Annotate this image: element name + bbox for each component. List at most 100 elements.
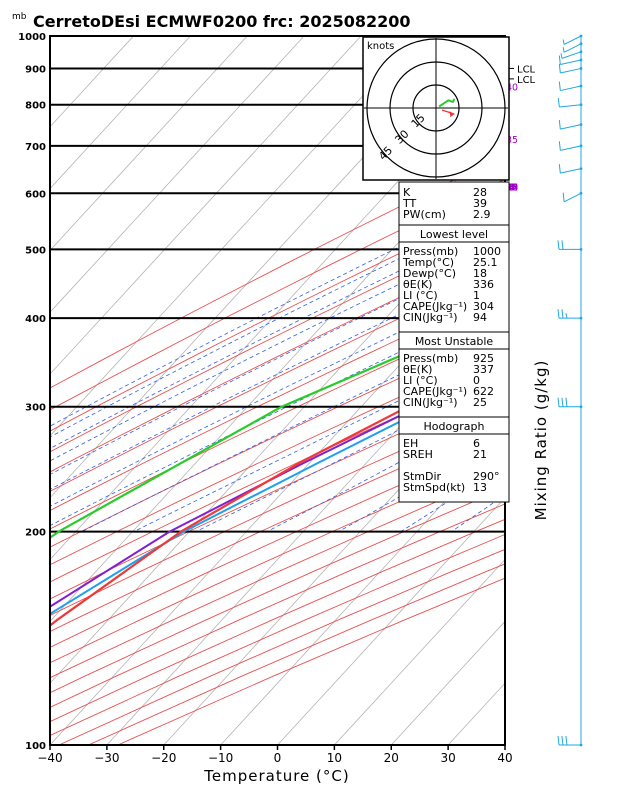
hodograph-trace: [438, 98, 456, 108]
dry-adiabat-line: [50, 329, 505, 548]
index-value: 1: [473, 289, 480, 302]
index-key: Temp(°C): [402, 256, 454, 269]
mixing-ratio-axis-label: Mixing Ratio (g/kg): [532, 360, 550, 521]
index-panel: [398, 181, 510, 226]
wind-barb-dot: [579, 103, 583, 107]
index-key: Press(mb): [403, 352, 458, 365]
index-key: K: [403, 186, 411, 199]
index-key: Dewp(°C): [403, 267, 456, 280]
moist-adiabat-line: [50, 300, 505, 527]
mixing-ratio-tick-label: 4: [509, 182, 515, 193]
mixing-ratio-tick-label: 3: [509, 182, 515, 193]
wind-barb-dot: [579, 42, 583, 46]
mixing-ratio-tick-label: 8: [509, 182, 515, 193]
index-value: 94: [473, 311, 487, 324]
index-value: 18: [473, 267, 487, 280]
index-value: 13: [473, 481, 487, 494]
wind-barb-dot: [579, 34, 583, 38]
pressure-tick-label: 900: [25, 64, 46, 75]
index-key: CAPE(Jkg⁻¹): [403, 385, 467, 398]
wind-barb-dot: [579, 144, 583, 148]
sounding-profiles: [50, 245, 505, 627]
wind-barb-feather: [562, 39, 565, 45]
index-value: 925: [473, 352, 494, 365]
lcl-label: LCL: [517, 75, 536, 86]
wind-barb: [562, 191, 583, 203]
mixing-ratio-tick-label: 14: [506, 182, 518, 193]
temperature-tick-label: 40: [497, 751, 512, 765]
isotherm-line: [50, 36, 362, 375]
wind-barb-dot: [579, 50, 583, 54]
pressure-tick-label: 300: [25, 403, 46, 414]
chart-title: CerretoDEsi ECMWF0200 frc: 2025082200: [33, 12, 411, 31]
index-key: CIN(Jkg⁻¹): [403, 311, 458, 324]
wind-barb-feather: [557, 309, 560, 319]
temperature-tick-label: 30: [440, 751, 455, 765]
isotherm-line: [50, 36, 419, 437]
wind-barb: [562, 42, 583, 53]
mixing-ratio-tick-label: 2: [509, 182, 515, 193]
index-value: 337: [473, 363, 494, 376]
wind-barb-dot: [579, 58, 583, 62]
wind-barb-dot: [579, 167, 583, 171]
index-value: 622: [473, 385, 494, 398]
index-value: 25: [473, 396, 487, 409]
wind-barb: [558, 55, 583, 66]
wind-barb-feather: [565, 735, 568, 746]
dry-adiabat-line: [50, 385, 505, 600]
wind-barb-shaft: [559, 104, 582, 108]
index-value: 21: [473, 448, 487, 461]
wind-barb-shaft: [560, 59, 582, 66]
mixing-ratio-tick-label: 25: [506, 182, 518, 193]
mixing-ratio-tick-label: 12: [506, 182, 518, 193]
pressure-tick-label: 200: [25, 528, 46, 539]
wind-barb-dot: [579, 405, 583, 409]
dry-adiabat-line: [50, 289, 505, 512]
wind-barb-dot: [579, 67, 583, 70]
temperature-tick-label: 20: [384, 751, 399, 765]
wind-barb: [557, 240, 583, 251]
wind-barb: [560, 50, 583, 59]
isotherm-line: [50, 36, 248, 252]
wind-barb-feather: [560, 53, 563, 59]
index-section-title: Hodograph: [424, 420, 485, 433]
wind-barb: [557, 735, 583, 747]
wind-barb-feather: [557, 97, 560, 108]
pressure-tick-label: 700: [25, 142, 46, 153]
index-key: EH: [403, 437, 418, 450]
isotherm-line: [334, 558, 505, 745]
index-key: CIN(Jkg⁻¹): [403, 396, 458, 409]
wind-barb: [557, 97, 583, 108]
wind-barb-dot: [579, 248, 583, 251]
temperature-tick-label: −20: [151, 751, 176, 765]
wind-barb-feather: [557, 735, 560, 746]
wind-barb-feather: [561, 397, 564, 407]
isotherm-line: [390, 620, 505, 745]
mixing-ratio-tick-label: 30: [506, 182, 518, 193]
isotherm-line: [50, 36, 191, 190]
lcl-label: LCL: [517, 64, 536, 75]
moist-adiabat-line: [50, 280, 505, 507]
index-section-title: Lowest level: [420, 228, 488, 241]
wind-barb-feather: [561, 240, 564, 250]
dry-adiabat-line: [50, 309, 505, 530]
temperature-tick-label: 10: [327, 751, 342, 765]
isotherm-line: [562, 36, 618, 745]
wind-barb-shaft: [563, 35, 582, 45]
index-value: 336: [473, 278, 494, 291]
dry-adiabat-line: [50, 348, 505, 566]
wind-barb-shaft: [563, 192, 582, 203]
index-key: StmDir: [403, 470, 442, 483]
wind-barb-dot: [579, 191, 583, 195]
wind-barb: [562, 34, 583, 45]
mixing-ratio-tick-label: 1: [509, 182, 515, 193]
wind-barb-shaft: [560, 145, 582, 151]
wind-barb-feather: [558, 141, 561, 151]
mixing-ratio-tick-label: 40: [506, 82, 518, 93]
wind-barb-dot: [579, 743, 583, 747]
index-value: 39: [473, 197, 487, 210]
wind-barb-feather: [562, 47, 565, 53]
temperature-tick-label: −10: [208, 751, 233, 765]
